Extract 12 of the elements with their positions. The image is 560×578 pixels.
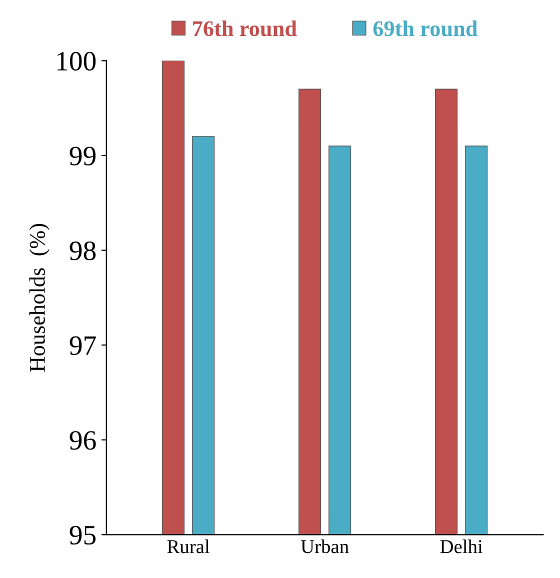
y-tick-label: 97 [70,336,96,355]
x-tick-label: Delhi [440,540,483,554]
y-tick-label: 95 [70,526,96,545]
y-tick-label: 98 [70,241,96,260]
legend-label: 69th round [373,20,478,36]
x-tick-label: Rural [167,540,210,554]
y-tick-label: 96 [70,431,96,450]
legend-label: 76th round [193,20,297,36]
x-tick-label: Urban [300,540,349,554]
y-axis-title: Households (%) [29,224,50,372]
y-tick-label: 99 [70,146,96,166]
y-tick-label: 100 [57,52,96,71]
